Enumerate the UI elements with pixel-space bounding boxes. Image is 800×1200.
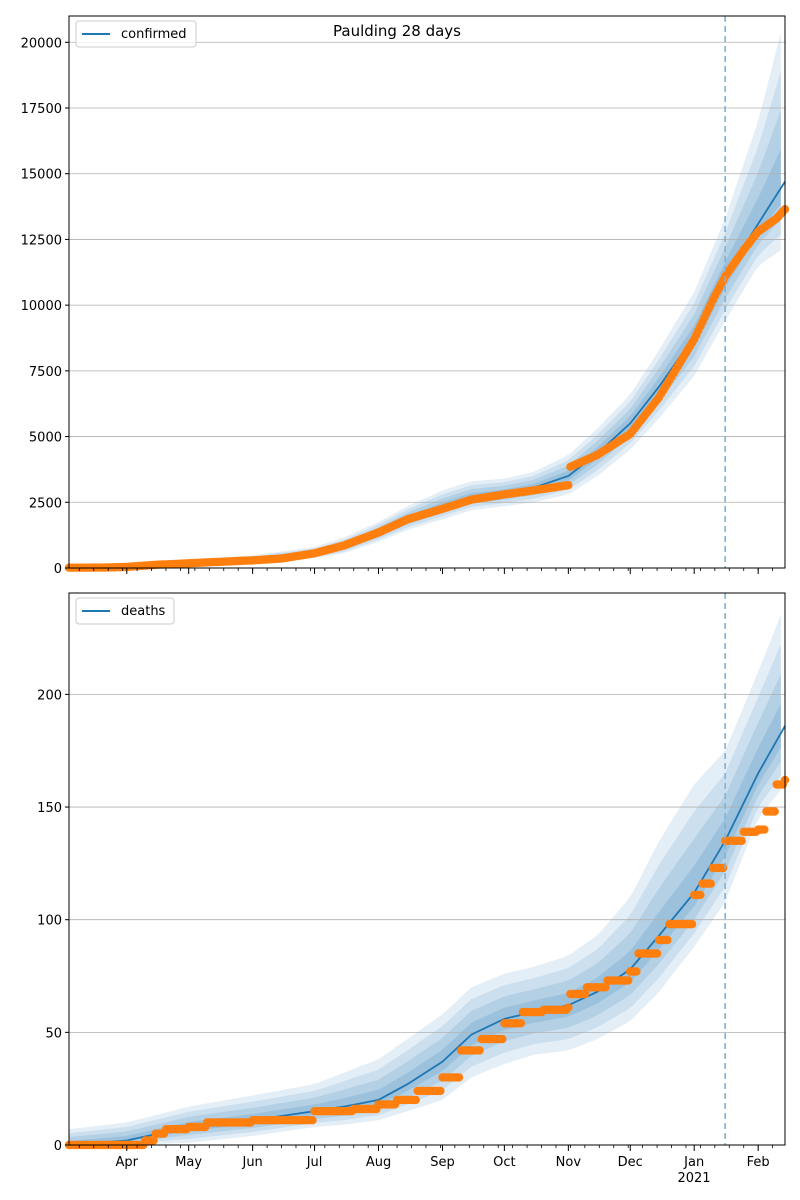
observed-point	[308, 1116, 317, 1125]
observed-point	[706, 879, 715, 888]
observed-point	[498, 1034, 507, 1044]
y-tick-label: 200	[37, 688, 62, 703]
y-tick-label: 50	[45, 1026, 62, 1041]
x-tick-label: Oct	[493, 1155, 515, 1170]
legend-label: confirmed	[121, 27, 187, 42]
observed-point	[436, 1086, 445, 1096]
y-tick-label: 7500	[29, 365, 62, 380]
axes-frame	[68, 592, 786, 1146]
x-tick-label: Jun	[241, 1155, 262, 1170]
legend-box	[75, 20, 197, 48]
credible-band-3	[69, 673, 781, 1145]
confirmed-panel: 0 2500 5000 7500 10000 12500 15000 17500 20000 P…	[21, 15, 790, 577]
y-tick-label: 12500	[21, 233, 62, 248]
observed-point	[663, 935, 672, 945]
y-tick-label: 15000	[21, 168, 62, 183]
observed-point	[601, 983, 610, 992]
observed-point	[454, 1073, 464, 1082]
y-tick-label: 0	[54, 562, 62, 577]
credible-band-1	[69, 614, 781, 1145]
confirmed-gridlines	[69, 41, 785, 569]
confirmed-x-ticks	[78, 568, 774, 574]
legend-label: deaths	[121, 604, 166, 619]
y-tick-label: 150	[37, 801, 62, 816]
confirmed-y-ticks: 0 2500 5000 7500 10000 12500 15000 17500 20000	[21, 36, 69, 577]
confirmed-credible-bands	[69, 32, 781, 568]
x-tick-label: Sep	[430, 1155, 455, 1170]
confirmed-observed-points	[64, 205, 790, 572]
x-tick-label: Dec	[618, 1155, 643, 1170]
confirmed-axes	[68, 15, 786, 569]
deaths-credible-bands	[69, 614, 781, 1145]
deaths-panel: 0 50 100 150 200 Apr May Jun Jul Aug Sep Oct Nov Dec…	[37, 592, 790, 1186]
x-tick-label: Apr	[116, 1155, 139, 1170]
credible-band-1	[69, 32, 781, 568]
observed-point	[564, 481, 573, 490]
deaths-legend: deaths	[75, 597, 175, 625]
y-tick-label: 10000	[21, 299, 62, 314]
confirmed-legend: confirmed	[75, 20, 197, 48]
chart-title: Paulding 28 days	[333, 22, 461, 40]
observed-point	[624, 976, 633, 985]
legend-box	[75, 597, 175, 625]
y-tick-label: 0	[54, 1139, 62, 1154]
y-tick-label: 2500	[29, 496, 62, 511]
observed-point	[687, 920, 697, 929]
observed-point	[652, 949, 662, 958]
observed-point	[564, 1003, 573, 1012]
deaths-y-ticks: 0 50 100 150 200	[37, 688, 69, 1154]
observed-point	[770, 807, 779, 816]
credible-band-2	[69, 644, 781, 1145]
observed-point	[411, 1095, 420, 1105]
x-tick-label: Aug	[366, 1155, 391, 1170]
observed-point	[580, 989, 590, 999]
observed-point	[696, 890, 705, 900]
y-tick-label: 5000	[29, 431, 62, 446]
deaths-x-ticks: Apr May Jun Jul Aug Sep Oct Nov Dec Jan Feb	[78, 1145, 774, 1170]
observed-point	[718, 863, 728, 873]
observed-point	[149, 1136, 158, 1145]
observed-point	[475, 1046, 484, 1055]
x-tick-label: Jan	[683, 1155, 704, 1170]
x-tick-label: May	[175, 1155, 202, 1170]
observed-point	[632, 967, 641, 976]
y-tick-label: 100	[37, 914, 62, 929]
observed-point	[737, 836, 746, 845]
deaths-axes	[68, 592, 786, 1146]
x-tick-label: Feb	[747, 1155, 770, 1170]
y-tick-label: 17500	[21, 102, 62, 117]
x-tick-label: Nov	[556, 1155, 582, 1170]
x-tick-label: Jul	[306, 1155, 323, 1170]
axes-frame	[68, 15, 786, 569]
credible-band-2	[69, 71, 781, 568]
x-year-label: 2021	[677, 1171, 710, 1186]
y-tick-label: 20000	[21, 36, 62, 51]
observed-point	[516, 1019, 526, 1028]
observed-point	[760, 825, 769, 834]
